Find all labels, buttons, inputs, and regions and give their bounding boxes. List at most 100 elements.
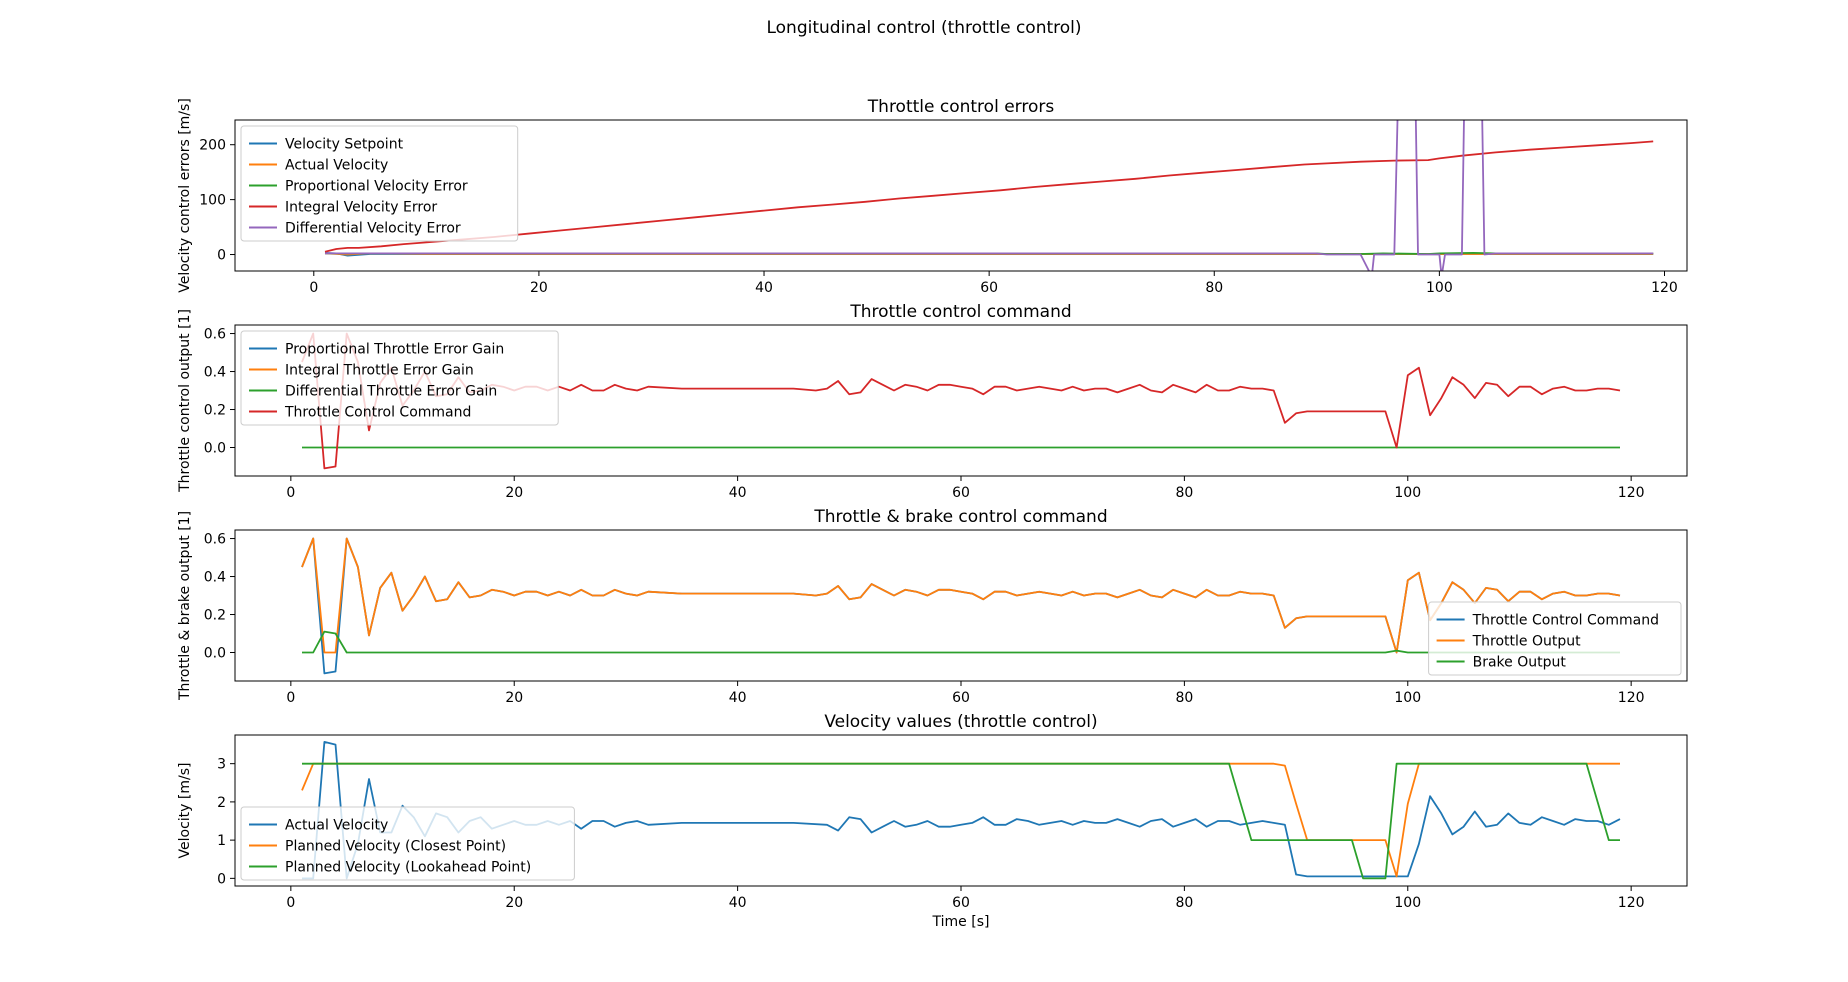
x-tick-label: 100 <box>1394 485 1421 501</box>
y-tick-label: 0 <box>217 248 226 264</box>
x-axis-label: Time [s] <box>932 914 990 930</box>
x-tick-label: 120 <box>1618 895 1645 911</box>
subplot-3: Throttle & brake control command 0 20 40 60 8… <box>177 507 1688 706</box>
x-tick-label: 20 <box>505 895 523 911</box>
x-tick-label: 120 <box>1618 690 1645 706</box>
y-tick-label: 200 <box>199 138 226 154</box>
legend-label: Integral Throttle Error Gain <box>285 363 474 379</box>
series-line-differential-velocity-error <box>325 120 1654 271</box>
legend-label: Throttle Control Command <box>1472 613 1659 629</box>
y-axis: 0.0 0.2 0.4 0.6 <box>204 327 235 457</box>
x-tick-label: 120 <box>1651 280 1678 296</box>
y-tick-label: 0.0 <box>204 441 226 457</box>
legend-label: Planned Velocity (Closest Point) <box>285 839 506 855</box>
plot-frame <box>234 119 1688 272</box>
x-tick-label: 100 <box>1394 690 1421 706</box>
legend: Velocity Setpoint Actual Velocity Proporti… <box>240 125 519 242</box>
y-tick-label: 0.6 <box>204 327 226 343</box>
y-axis-label: Velocity control errors [m/s] <box>177 98 193 293</box>
subplot-title: Throttle & brake control command <box>813 507 1107 527</box>
legend-label: Planned Velocity (Lookahead Point) <box>285 860 531 876</box>
x-tick-label: 40 <box>729 690 747 706</box>
x-tick-label: 60 <box>980 280 998 296</box>
x-axis: 0 20 40 60 80 100 120 <box>286 681 1645 706</box>
y-axis: 0 1 2 3 <box>217 757 235 887</box>
x-axis: 0 20 40 60 80 100 120 <box>309 271 1678 296</box>
legend-label: Proportional Velocity Error <box>285 179 468 195</box>
y-tick-label: 0.2 <box>204 608 226 624</box>
series-line-planned-velocity-lookahead-point <box>302 762 1620 880</box>
x-tick-label: 40 <box>729 485 747 501</box>
y-tick-label: 0.0 <box>204 646 226 662</box>
x-tick-label: 80 <box>1205 280 1223 296</box>
legend-label: Integral Velocity Error <box>285 200 437 216</box>
y-tick-label: 0.6 <box>204 532 226 548</box>
legend-label: Differential Velocity Error <box>285 221 461 237</box>
x-tick-label: 60 <box>952 690 970 706</box>
y-tick-label: 0.4 <box>204 365 226 381</box>
y-tick-label: 0 <box>217 871 226 887</box>
y-axis-label: Velocity [m/s] <box>177 763 193 859</box>
legend-box <box>240 806 575 881</box>
series-line-brake-output <box>302 630 1620 654</box>
subplot-1: Throttle control errors 0 20 40 60 80 100 120 0 1… <box>177 97 1688 296</box>
x-tick-label: 20 <box>530 280 548 296</box>
x-tick-label: 100 <box>1426 280 1453 296</box>
legend: Proportional Throttle Error Gain Integral… <box>240 330 559 426</box>
legend-label: Brake Output <box>1473 655 1567 671</box>
x-tick-label: 20 <box>505 690 523 706</box>
subplot-title: Throttle control errors <box>867 97 1055 117</box>
y-tick-label: 1 <box>217 833 226 849</box>
x-tick-label: 40 <box>729 895 747 911</box>
y-tick-label: 3 <box>217 757 226 773</box>
subplot-title: Throttle control command <box>849 302 1071 322</box>
plot-frame <box>234 734 1688 887</box>
subplot-4: Velocity values (throttle control)0 20 40 6… <box>177 712 1688 930</box>
series-line-throttle-output <box>301 537 1621 654</box>
y-tick-label: 2 <box>217 795 226 811</box>
legend: Throttle Control Command Throttle Output B… <box>1428 601 1682 676</box>
subplot-title: Velocity values (throttle control) <box>824 712 1097 732</box>
y-tick-label: 0.4 <box>204 570 226 586</box>
x-tick-label: 80 <box>1175 895 1193 911</box>
legend-box <box>240 330 559 426</box>
y-axis-label: Throttle control output [1] <box>177 309 193 493</box>
legend-label: Velocity Setpoint <box>285 137 404 153</box>
y-axis-label: Throttle & brake output [1] <box>177 511 193 701</box>
y-tick-label: 0.2 <box>204 403 226 419</box>
x-tick-label: 80 <box>1175 690 1193 706</box>
x-tick-label: 0 <box>309 280 318 296</box>
x-tick-label: 80 <box>1175 485 1193 501</box>
x-tick-label: 40 <box>755 280 773 296</box>
x-tick-label: 20 <box>505 485 523 501</box>
y-tick-label: 100 <box>199 193 226 209</box>
legend-label: Throttle Control Command <box>284 405 471 421</box>
y-axis: 0.0 0.2 0.4 0.6 <box>204 532 235 662</box>
x-tick-label: 120 <box>1618 485 1645 501</box>
plot-frame <box>234 529 1688 682</box>
x-tick-label: 60 <box>952 895 970 911</box>
x-tick-label: 0 <box>286 690 295 706</box>
series-group <box>301 537 1621 675</box>
series-group <box>324 120 1654 271</box>
x-tick-label: 0 <box>286 895 295 911</box>
x-tick-label: 100 <box>1394 895 1421 911</box>
legend-label: Proportional Throttle Error Gain <box>285 342 504 358</box>
y-axis: 0 100 200 <box>199 138 235 264</box>
series-line-integral-velocity-error <box>324 140 1654 253</box>
x-axis: 0 20 40 60 80 100 120 <box>286 476 1645 501</box>
legend: Actual Velocity Planned Velocity (Closest… <box>240 806 575 881</box>
x-axis: 0 20 40 60 80 100 120 <box>286 886 1645 911</box>
legend-label: Actual Velocity <box>285 158 388 174</box>
legend-label: Throttle Output <box>1472 634 1582 650</box>
plot-frame <box>234 324 1688 477</box>
legend-box <box>240 125 519 242</box>
x-tick-label: 0 <box>286 485 295 501</box>
legend-label: Differential Throttle Error Gain <box>285 384 497 400</box>
figure-suptitle: Longitudinal control (throttle control) <box>766 18 1081 38</box>
legend-label: Actual Velocity <box>285 818 388 834</box>
legend-box <box>1428 601 1682 676</box>
